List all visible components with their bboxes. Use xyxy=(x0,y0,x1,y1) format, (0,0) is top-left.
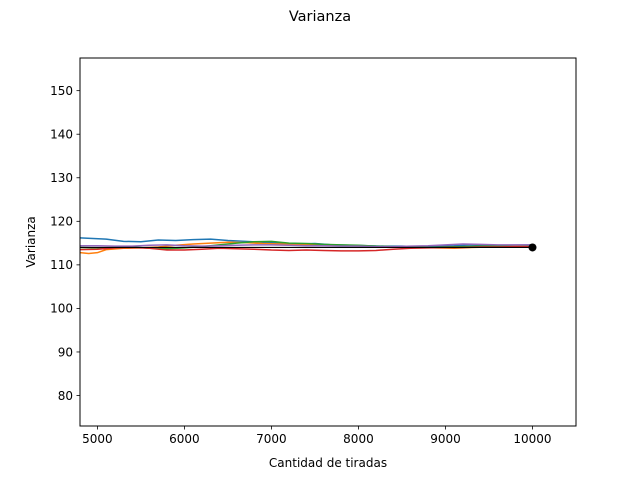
y-tick-label: 90 xyxy=(58,345,73,359)
y-axis-label: Varianza xyxy=(24,216,38,268)
x-tick-label: 9000 xyxy=(430,432,461,446)
y-tick-label: 150 xyxy=(50,84,73,98)
y-tick-label: 140 xyxy=(50,128,73,142)
y-tick-label: 80 xyxy=(58,389,73,403)
y-tick-label: 120 xyxy=(50,215,73,229)
x-tick-label: 8000 xyxy=(343,432,374,446)
series-line-5 xyxy=(80,243,533,248)
x-tick-label: 10000 xyxy=(513,432,551,446)
x-axis-label: Cantidad de tiradas xyxy=(269,456,387,470)
y-tick-label: 130 xyxy=(50,171,73,185)
x-tick-label: 6000 xyxy=(169,432,200,446)
plot-area xyxy=(79,57,577,427)
y-tick-label: 100 xyxy=(50,302,73,316)
x-tick-label: 5000 xyxy=(82,432,113,446)
y-tick-label: 110 xyxy=(50,258,73,272)
end-marker xyxy=(528,243,537,252)
chart-title: Varianza xyxy=(289,9,351,25)
x-axis: 5000 6000 7000 8000 9000 10000 xyxy=(82,426,552,446)
x-tick-label: 7000 xyxy=(256,432,287,446)
y-axis: 80 90 100 110 120 130 140 150 xyxy=(50,84,80,403)
